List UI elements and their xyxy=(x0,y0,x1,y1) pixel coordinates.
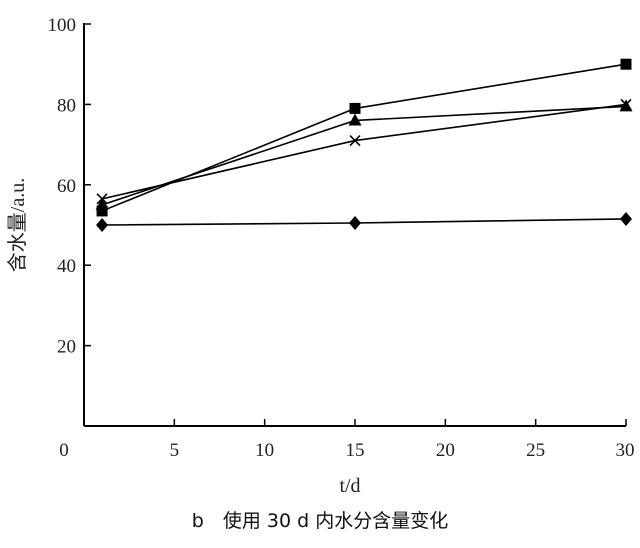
data-point-diamond xyxy=(96,218,109,232)
data-point-square xyxy=(349,102,361,114)
series-line-triangle xyxy=(101,105,627,206)
x-ticks: 0 5 10 15 20 25 30 xyxy=(59,419,635,461)
series-line-diamond xyxy=(102,218,627,226)
plot-area: 20 40 60 80 100 0 5 10 15 20 25 30 xyxy=(48,15,635,461)
data-point-cross xyxy=(620,98,632,110)
data-point-cross xyxy=(349,135,361,147)
data-point-cross xyxy=(96,193,108,205)
x-tick-label: 15 xyxy=(346,440,365,461)
x-tick-label: 10 xyxy=(255,440,274,461)
series-line-cross xyxy=(101,103,627,200)
y-tick-label: 40 xyxy=(57,256,76,277)
y-tick-label: 20 xyxy=(57,337,76,358)
chart-caption: b 使用 30 d 内水分含量变化 xyxy=(192,510,448,532)
data-point-triangle xyxy=(95,197,109,210)
data-point-diamond xyxy=(620,211,632,226)
x-tick-label: 25 xyxy=(526,440,545,461)
x-tick-label: 30 xyxy=(616,440,635,461)
y-tick-label: 80 xyxy=(57,95,76,116)
x-tick-label: 0 xyxy=(59,440,69,461)
x-tick-label: 5 xyxy=(170,440,180,461)
y-axis-label: 含水量/a.u. xyxy=(6,178,29,272)
data-point-diamond xyxy=(349,215,361,230)
x-axis-label: t/d xyxy=(339,475,360,497)
data-point-triangle xyxy=(348,113,362,126)
data-point-square xyxy=(96,205,108,217)
y-tick-label: 60 xyxy=(57,176,76,197)
x-tick-label: 20 xyxy=(436,440,455,461)
data-point-square xyxy=(620,58,632,70)
series-layer xyxy=(95,58,633,232)
y-ticks: 20 40 60 80 100 xyxy=(48,15,91,358)
y-tick-label: 100 xyxy=(48,15,77,36)
series-line-square xyxy=(101,63,627,212)
